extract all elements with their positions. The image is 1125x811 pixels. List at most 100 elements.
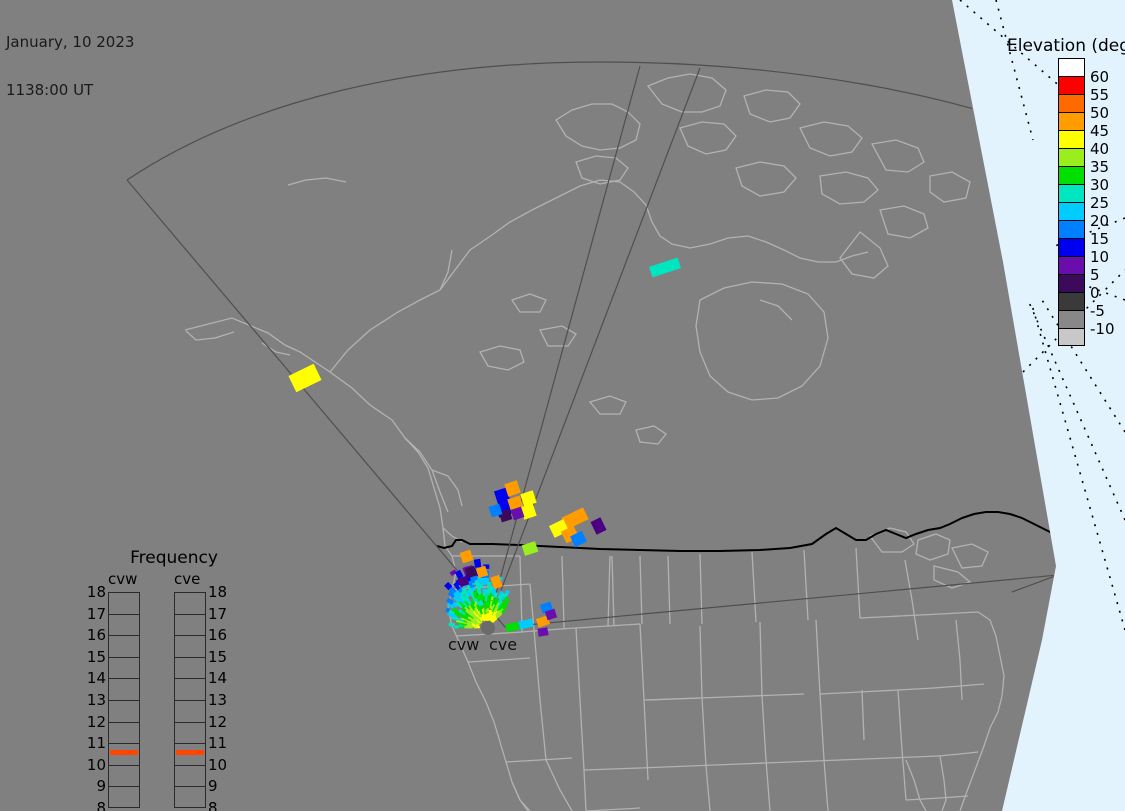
elevation-swatch-1[interactable] (1058, 76, 1085, 94)
backscatter-cell-0[interactable] (288, 363, 322, 393)
backscatter-cell-26[interactable] (505, 621, 520, 633)
elevation-swatch-3[interactable] (1058, 112, 1085, 130)
fan-range-gate[interactable] (462, 601, 469, 608)
fan-range-gate[interactable] (448, 622, 455, 627)
backscatter-cell-10[interactable] (488, 503, 503, 518)
radar-backscatter-fan[interactable] (444, 558, 511, 629)
fan-range-gate[interactable] (468, 608, 474, 613)
fan-range-gate[interactable] (490, 616, 498, 624)
fan-range-gate[interactable] (468, 604, 475, 612)
radar-site-marker[interactable] (481, 621, 495, 635)
frequency-bar-cve[interactable] (174, 592, 206, 808)
backscatter-cell-6[interactable] (520, 490, 537, 507)
fan-range-gate[interactable] (459, 594, 467, 602)
fan-range-gate[interactable] (449, 569, 458, 577)
fan-range-gate[interactable] (504, 589, 511, 595)
fan-range-gate[interactable] (496, 605, 503, 612)
fan-range-gate[interactable] (502, 598, 510, 607)
backscatter-cell-16[interactable] (521, 541, 539, 556)
fan-range-gate[interactable] (464, 599, 471, 607)
elevation-swatch-12[interactable] (1058, 274, 1085, 292)
fan-range-gate[interactable] (472, 591, 479, 599)
fan-range-gate[interactable] (451, 607, 459, 614)
backscatter-cell-24[interactable] (544, 608, 558, 621)
frequency-bar-cvw[interactable] (108, 592, 140, 808)
fan-range-gate[interactable] (465, 609, 473, 616)
fan-range-gate[interactable] (462, 609, 470, 616)
fan-range-gate[interactable] (455, 600, 464, 609)
backscatter-cell-20[interactable] (457, 575, 470, 588)
fan-range-gate[interactable] (445, 607, 451, 613)
backscatter-cell-18[interactable] (464, 565, 478, 579)
elevation-swatch-2[interactable] (1058, 94, 1085, 112)
fan-range-gate[interactable] (468, 580, 475, 589)
fan-range-gate[interactable] (503, 596, 509, 602)
fan-range-gate[interactable] (502, 603, 509, 610)
fan-range-gate[interactable] (476, 617, 483, 623)
fan-range-gate[interactable] (476, 594, 481, 602)
elevation-swatch-5[interactable] (1058, 148, 1085, 166)
fan-range-gate[interactable] (495, 602, 501, 609)
backscatter-cell-3[interactable] (504, 480, 521, 497)
fan-range-gate[interactable] (499, 592, 506, 601)
fan-range-gate[interactable] (471, 595, 478, 603)
fan-range-gate[interactable] (454, 625, 459, 629)
backscatter-cell-14[interactable] (570, 530, 587, 548)
fan-range-gate[interactable] (476, 586, 482, 595)
backscatter-cell-7[interactable] (520, 503, 537, 520)
elevation-swatch-10[interactable] (1058, 238, 1085, 256)
fan-range-gate[interactable] (455, 589, 464, 598)
fan-range-gate[interactable] (446, 601, 455, 609)
fan-range-gate[interactable] (501, 608, 507, 614)
fan-range-gate[interactable] (466, 589, 473, 597)
fan-range-gate[interactable] (463, 594, 470, 603)
fan-range-gate[interactable] (457, 596, 466, 604)
backscatter-cell-15[interactable] (590, 517, 607, 535)
backscatter-cell-19[interactable] (475, 565, 489, 579)
fan-range-gate[interactable] (469, 589, 476, 598)
fan-range-gate[interactable] (444, 581, 453, 591)
elevation-swatch-4[interactable] (1058, 130, 1085, 148)
fan-range-gate[interactable] (493, 592, 498, 599)
fan-range-gate[interactable] (452, 591, 461, 599)
fan-range-gate[interactable] (454, 569, 464, 579)
backscatter-cell-22[interactable] (535, 615, 551, 628)
elevation-swatch-14[interactable] (1058, 310, 1085, 328)
fan-range-gate[interactable] (474, 624, 480, 628)
fan-range-gate[interactable] (494, 599, 500, 607)
fan-range-gate[interactable] (500, 600, 506, 607)
fan-range-gate[interactable] (460, 614, 469, 621)
elevation-swatch-7[interactable] (1058, 184, 1085, 202)
fan-range-gate[interactable] (479, 608, 484, 615)
radar-backscatter-cells[interactable] (288, 257, 681, 637)
fan-range-gate[interactable] (447, 590, 456, 599)
fan-range-gate[interactable] (448, 586, 457, 595)
backscatter-cell-17[interactable] (459, 549, 474, 564)
elevation-swatch-11[interactable] (1058, 256, 1085, 274)
fan-range-gate[interactable] (470, 598, 477, 605)
fan-range-gate[interactable] (497, 600, 504, 609)
elevation-swatch-15[interactable] (1058, 328, 1085, 346)
fan-range-gate[interactable] (473, 558, 482, 566)
fan-range-gate[interactable] (493, 597, 499, 605)
backscatter-cell-25[interactable] (518, 618, 534, 630)
fan-range-gate[interactable] (452, 595, 461, 604)
elevation-swatch-8[interactable] (1058, 202, 1085, 220)
elevation-colorbar[interactable] (1058, 58, 1085, 346)
fan-range-gate[interactable] (458, 600, 467, 609)
elevation-swatch-6[interactable] (1058, 166, 1085, 184)
backscatter-cell-27[interactable] (537, 627, 549, 637)
fan-range-gate[interactable] (466, 584, 473, 592)
backscatter-cell-11[interactable] (561, 507, 589, 530)
elevation-swatch-13[interactable] (1058, 292, 1085, 310)
fan-range-gate[interactable] (496, 612, 503, 619)
fan-range-gate[interactable] (503, 592, 509, 598)
backscatter-cell-1[interactable] (649, 257, 681, 278)
fan-range-gate[interactable] (451, 601, 459, 608)
fan-range-gate[interactable] (446, 597, 455, 605)
fan-range-gate[interactable] (470, 618, 476, 623)
fan-range-gate[interactable] (499, 607, 505, 614)
fan-range-gate[interactable] (453, 581, 462, 591)
fan-range-gate[interactable] (470, 601, 477, 609)
